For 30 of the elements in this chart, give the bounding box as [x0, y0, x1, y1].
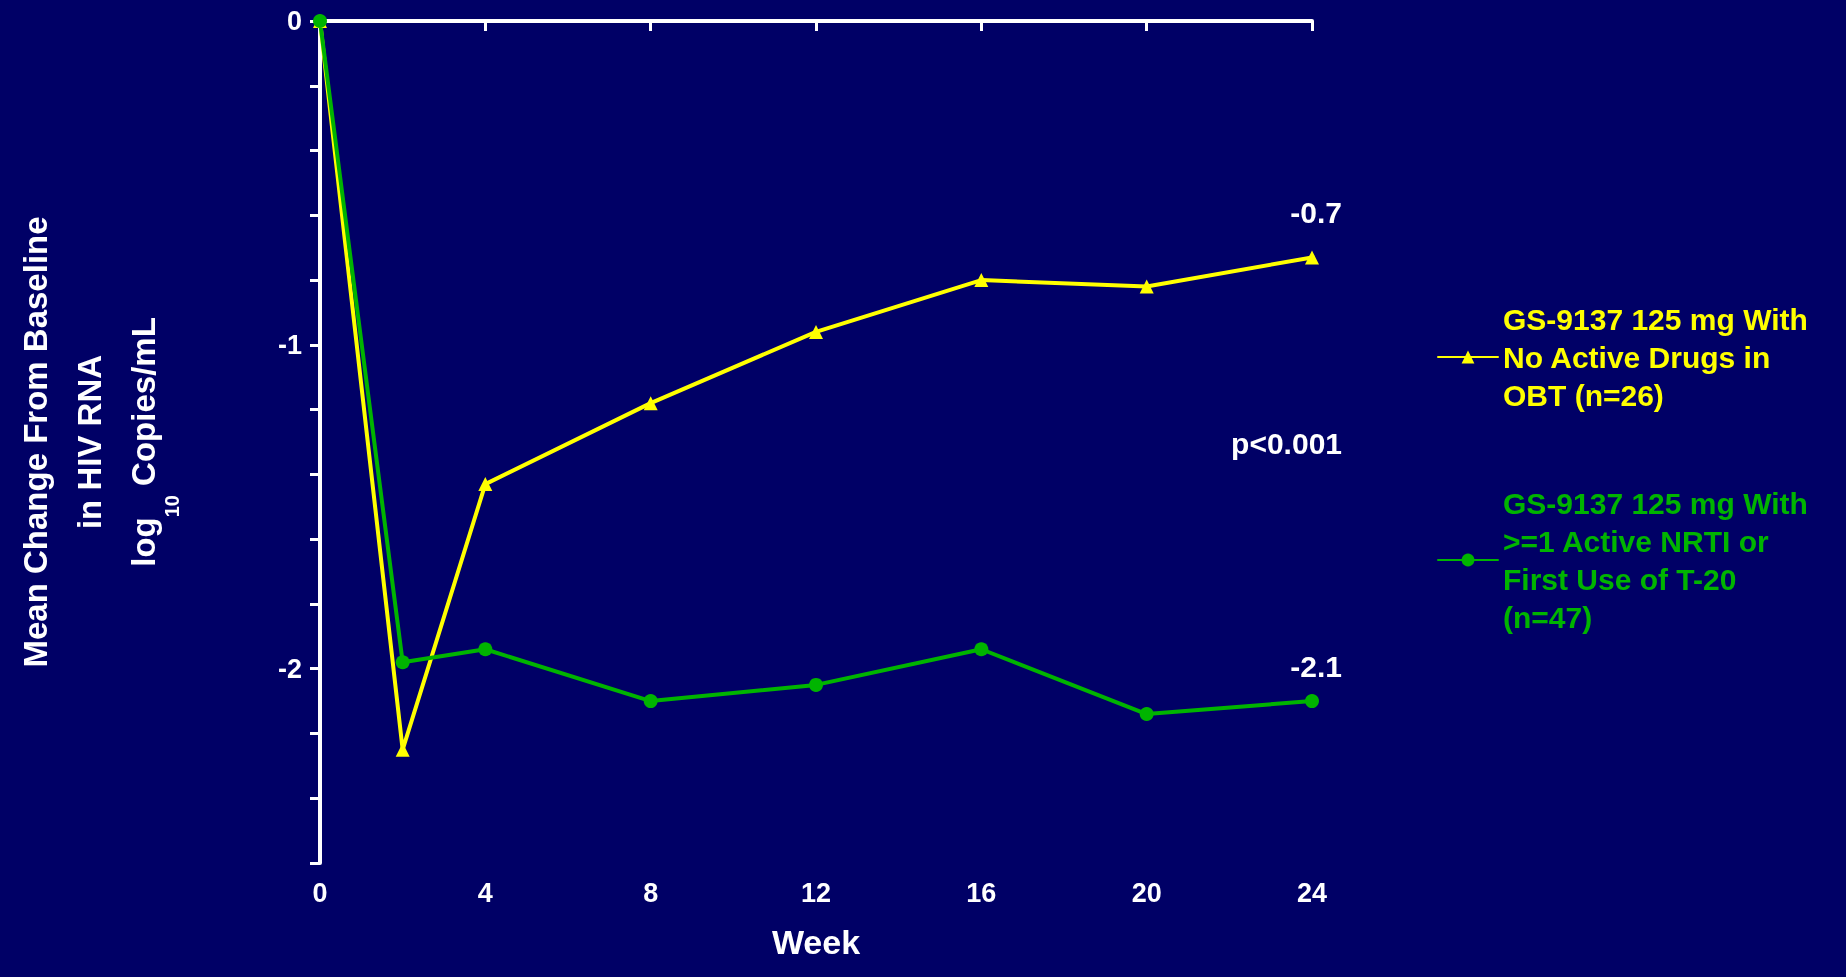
y-tick-label: 0 — [286, 6, 302, 36]
annotation: p<0.001 — [1231, 427, 1342, 461]
point — [1139, 707, 1154, 722]
point — [974, 273, 989, 288]
point — [809, 324, 823, 339]
point — [478, 642, 493, 657]
x-tick-label: 12 — [800, 877, 832, 908]
x-tick-label: 24 — [1296, 877, 1328, 908]
x-tick-label: 0 — [312, 877, 328, 908]
x-tick-label: 16 — [966, 877, 997, 908]
annotation: -0.7 — [1290, 196, 1342, 230]
point — [643, 396, 658, 411]
x-axis-title: Week — [771, 923, 861, 961]
x-tick-label: 8 — [643, 877, 659, 908]
point — [395, 655, 410, 670]
legend-label: GS-9137 125 mg With >=1 Active NRTI or First Use of T-20 (n=47) — [1503, 486, 1817, 634]
point — [809, 677, 823, 692]
point — [974, 642, 989, 657]
y-axis-title: Mean Change From Baseline in HIV RNA log10 Copies/mL — [16, 216, 183, 668]
x-tick-label: 20 — [1131, 877, 1162, 908]
annotation: -2.1 — [1290, 649, 1342, 683]
point — [1305, 694, 1319, 709]
legend-label: GS-9137 125 mg With No Active Drugs in OBT (n=26) — [1503, 302, 1817, 412]
x-tick-label: 4 — [477, 877, 493, 908]
y-tick-label: -1 — [277, 329, 302, 360]
point — [478, 477, 493, 492]
y-tick-label: -2 — [277, 653, 302, 684]
point — [1305, 250, 1319, 265]
point — [1139, 279, 1154, 294]
point — [643, 694, 658, 709]
